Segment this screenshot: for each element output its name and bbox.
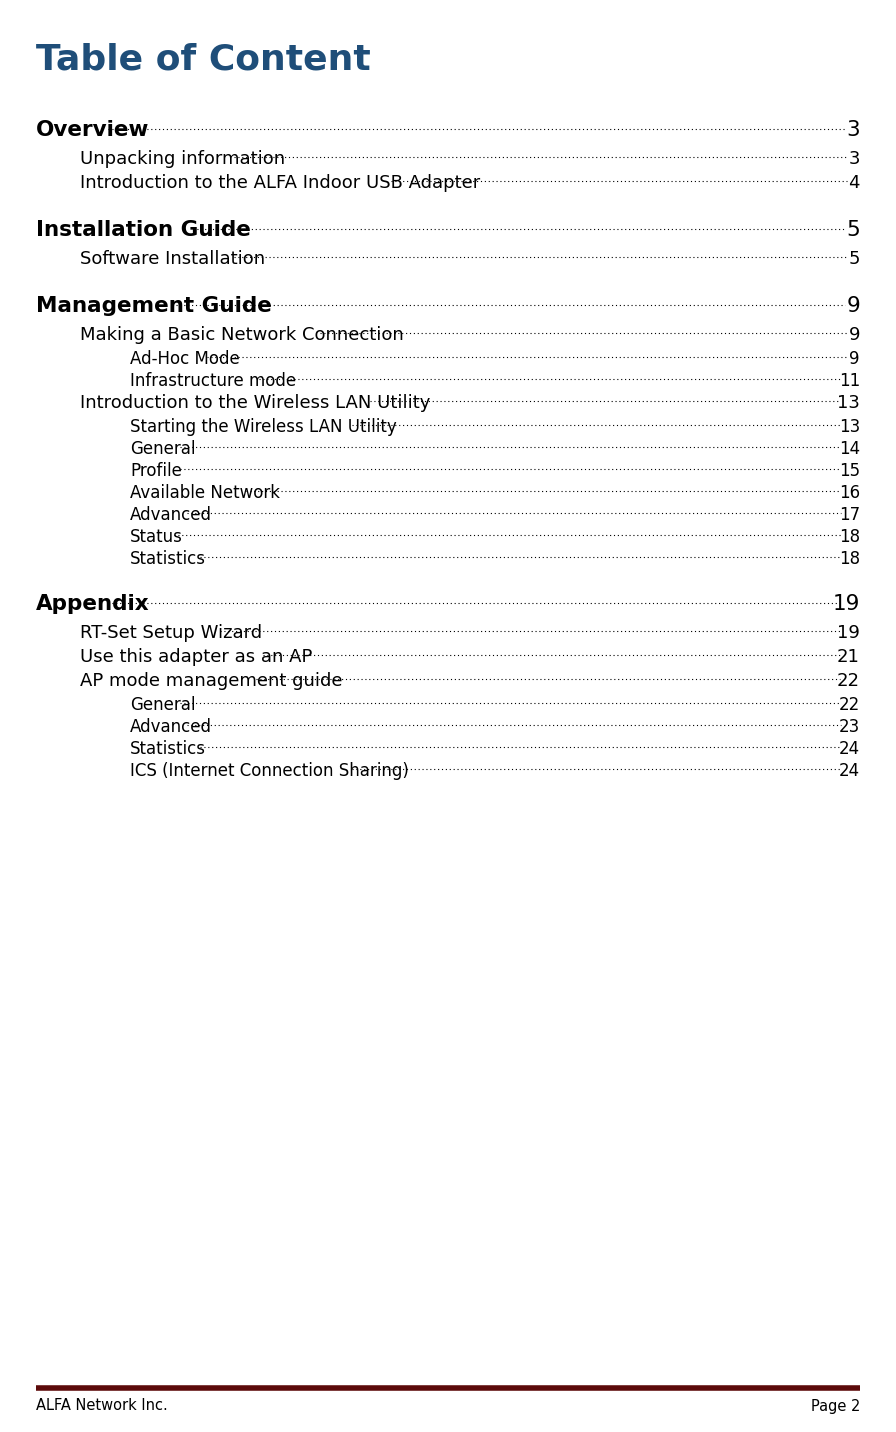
Text: 5: 5: [849, 251, 860, 268]
Text: Overview: Overview: [36, 120, 150, 140]
Text: 13: 13: [839, 418, 860, 435]
Text: 18: 18: [839, 550, 860, 569]
Text: Available Network: Available Network: [130, 484, 280, 503]
Text: Appendix: Appendix: [36, 594, 150, 614]
Text: 9: 9: [849, 349, 860, 368]
Text: Unpacking information: Unpacking information: [80, 150, 285, 168]
Text: 17: 17: [839, 505, 860, 524]
Text: Installation Guide: Installation Guide: [36, 221, 251, 241]
Text: 15: 15: [839, 463, 860, 480]
Text: Ad-Hoc Mode: Ad-Hoc Mode: [130, 349, 240, 368]
Text: Introduction to the Wireless LAN Utility: Introduction to the Wireless LAN Utility: [80, 394, 430, 412]
Text: RT-Set Setup Wizard: RT-Set Setup Wizard: [80, 624, 263, 642]
Text: Table of Content: Table of Content: [36, 42, 371, 76]
Text: Introduction to the ALFA Indoor USB Adapter: Introduction to the ALFA Indoor USB Adap…: [80, 175, 480, 192]
Text: 5: 5: [846, 221, 860, 241]
Text: 23: 23: [839, 717, 860, 736]
Text: Statistics: Statistics: [130, 550, 206, 569]
Text: 19: 19: [837, 624, 860, 642]
Text: Use this adapter as an AP: Use this adapter as an AP: [80, 649, 313, 666]
Text: Status: Status: [130, 528, 183, 546]
Text: 11: 11: [839, 372, 860, 390]
Text: 22: 22: [837, 672, 860, 690]
Text: Page 2: Page 2: [811, 1399, 860, 1413]
Text: 9: 9: [849, 326, 860, 344]
Text: Software Installation: Software Installation: [80, 251, 265, 268]
Text: ALFA Network Inc.: ALFA Network Inc.: [36, 1399, 168, 1413]
Text: Management Guide: Management Guide: [36, 296, 271, 316]
Text: 3: 3: [849, 150, 860, 168]
Text: Making a Basic Network Connection: Making a Basic Network Connection: [80, 326, 404, 344]
Text: 16: 16: [839, 484, 860, 503]
Text: 9: 9: [846, 296, 860, 316]
Text: Infrastructure mode: Infrastructure mode: [130, 372, 296, 390]
Text: Statistics: Statistics: [130, 740, 206, 758]
Text: 24: 24: [839, 762, 860, 780]
Text: Profile: Profile: [130, 463, 182, 480]
Text: 13: 13: [837, 394, 860, 412]
Text: AP mode management guide: AP mode management guide: [80, 672, 342, 690]
Text: General: General: [130, 696, 195, 715]
Text: Advanced: Advanced: [130, 505, 212, 524]
Text: 18: 18: [839, 528, 860, 546]
Text: ICS (Internet Connection Sharing): ICS (Internet Connection Sharing): [130, 762, 409, 780]
Text: 3: 3: [847, 120, 860, 140]
Text: General: General: [130, 440, 195, 458]
Text: 24: 24: [839, 740, 860, 758]
Text: 19: 19: [832, 594, 860, 614]
Text: 14: 14: [839, 440, 860, 458]
Text: 4: 4: [849, 175, 860, 192]
Text: 22: 22: [839, 696, 860, 715]
Text: Advanced: Advanced: [130, 717, 212, 736]
Text: 21: 21: [837, 649, 860, 666]
Text: Starting the Wireless LAN Utility: Starting the Wireless LAN Utility: [130, 418, 397, 435]
